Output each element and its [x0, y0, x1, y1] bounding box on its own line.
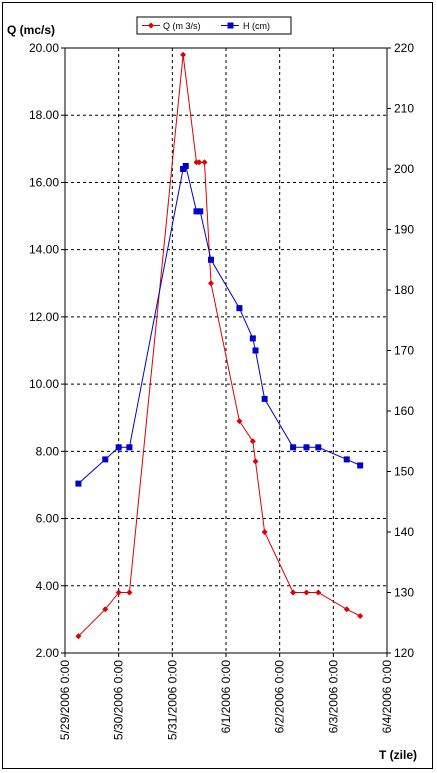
- legend-box: [136, 16, 292, 35]
- x-axis-tick-label: 6/3/2006 0:00: [326, 660, 340, 734]
- right-axis-tick-label: 160: [394, 404, 414, 418]
- x-axis-tick-label: 6/1/2006 0:00: [219, 660, 233, 734]
- x-axis-tick-label: 6/2/2006 0:00: [273, 660, 287, 734]
- left-axis-title: Q (mc/s): [7, 23, 55, 37]
- chart: 2.00 4.00 6.00 8.00 10.00 12.00 14.00 16.00 18.0…: [7, 16, 417, 762]
- data-point-q: [343, 606, 350, 613]
- legend: Q (m 3/s) H (cm): [136, 16, 292, 35]
- data-point-q: [115, 589, 122, 596]
- x-axis-tick-label: 5/29/2006 0:00: [58, 660, 72, 740]
- legend-item-h: H (cm): [221, 21, 270, 31]
- right-y-axis: 120 130 140 150 160 170 180 190 200 210 220: [387, 41, 414, 660]
- data-point-q: [261, 529, 268, 535]
- data-point-h: [182, 162, 189, 169]
- left-axis-tick-label: 14.00: [29, 243, 59, 257]
- data-point-q: [102, 606, 109, 613]
- right-axis-tick-label: 200: [394, 162, 414, 176]
- data-point-h: [357, 462, 364, 469]
- data-point-h: [252, 347, 259, 354]
- data-point-h: [75, 480, 82, 487]
- x-axis-tick-label: 5/30/2006 0:00: [112, 660, 126, 740]
- legend-q-label: Q (m 3/s): [163, 21, 201, 31]
- left-axis-tick-label: 4.00: [36, 579, 60, 593]
- data-point-h: [343, 456, 350, 463]
- right-axis-tick-label: 220: [394, 41, 414, 55]
- right-axis-tick-label: 210: [394, 102, 414, 116]
- data-point-q: [236, 418, 243, 425]
- data-point-h: [115, 444, 122, 451]
- chart-frame: 2.00 4.00 6.00 8.00 10.00 12.00 14.00 16.00 18.0…: [2, 2, 433, 769]
- data-point-h: [290, 444, 297, 451]
- data-point-q: [315, 589, 322, 596]
- data-point-q: [249, 438, 256, 445]
- data-point-h: [180, 166, 187, 172]
- right-axis-tick-label: 190: [394, 223, 414, 237]
- data-point-q: [207, 280, 214, 287]
- left-axis-tick-label: 20.00: [29, 41, 59, 55]
- legend-item-q: Q (m 3/s): [142, 21, 201, 31]
- series-layer: [75, 51, 364, 640]
- data-point-h: [193, 208, 200, 215]
- x-axis-tick-label: 5/31/2006 0:00: [165, 660, 179, 740]
- data-point-q: [126, 589, 133, 596]
- data-point-q: [196, 159, 203, 166]
- x-axis-tick-label: 6/4/2006 0:00: [380, 660, 394, 734]
- data-point-q: [252, 458, 259, 465]
- data-point-h: [236, 305, 243, 312]
- legend-h-label: H (cm): [243, 21, 270, 31]
- x-axis-title: T (zile): [379, 748, 417, 762]
- left-axis-tick-label: 2.00: [36, 646, 60, 660]
- data-point-q: [357, 613, 364, 620]
- right-axis-tick-label: 130: [394, 586, 414, 600]
- left-axis-tick-label: 6.00: [36, 512, 60, 526]
- left-axis-tick-label: 16.00: [29, 175, 59, 189]
- vertical-gridlines: [118, 48, 334, 653]
- legend-q-marker: [148, 22, 154, 29]
- data-point-q: [303, 589, 310, 596]
- data-point-h: [249, 335, 256, 342]
- left-axis-tick-label: 12.00: [29, 310, 59, 324]
- legend-h-marker: [227, 22, 234, 29]
- right-axis-tick-label: 120: [394, 646, 414, 660]
- data-point-h: [303, 444, 310, 451]
- left-axis-tick-label: 10.00: [29, 377, 59, 391]
- data-point-q: [75, 633, 82, 640]
- left-axis-tick-label: 18.00: [29, 108, 59, 122]
- right-axis-tick-label: 140: [394, 525, 414, 539]
- right-axis-tick-label: 150: [394, 465, 414, 479]
- right-axis-tick-label: 170: [394, 344, 414, 358]
- data-point-q: [180, 51, 187, 58]
- data-point-h: [102, 456, 109, 463]
- data-point-q: [290, 589, 297, 596]
- data-point-h: [207, 256, 214, 263]
- data-point-h: [126, 444, 133, 451]
- left-y-axis: 2.00 4.00 6.00 8.00 10.00 12.00 14.00 16.00 18.0…: [29, 41, 65, 660]
- left-axis-tick-label: 8.00: [36, 444, 60, 458]
- data-point-q: [201, 159, 208, 166]
- x-axis: 5/29/2006 0:00 5/30/2006 0:00 5/31/2006 0:…: [58, 653, 394, 740]
- data-point-h: [261, 395, 268, 402]
- data-point-h: [197, 208, 204, 215]
- data-point-h: [315, 444, 322, 451]
- right-axis-tick-label: 180: [394, 283, 414, 297]
